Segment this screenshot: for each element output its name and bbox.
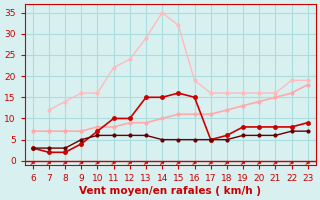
X-axis label: Vent moyen/en rafales ( km/h ): Vent moyen/en rafales ( km/h ): [79, 186, 261, 196]
